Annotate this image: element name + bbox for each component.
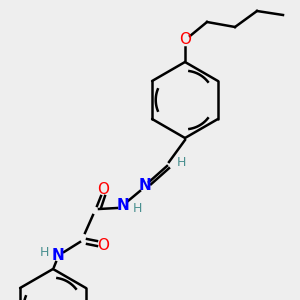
Text: O: O xyxy=(179,32,191,47)
Text: N: N xyxy=(139,178,152,194)
Text: N: N xyxy=(117,199,129,214)
Text: H: H xyxy=(176,155,186,169)
Text: O: O xyxy=(97,182,109,196)
Text: N: N xyxy=(52,248,64,262)
Text: O: O xyxy=(97,238,109,253)
Text: H: H xyxy=(132,202,142,214)
Text: H: H xyxy=(39,247,49,260)
